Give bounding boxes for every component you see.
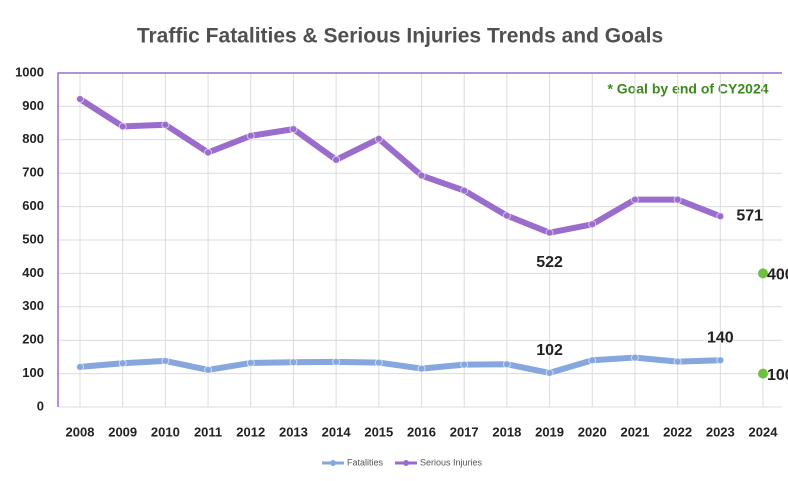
- point: [374, 358, 383, 367]
- point: [502, 211, 511, 220]
- data-label: 571: [736, 208, 763, 225]
- point: [588, 220, 597, 229]
- x-tick-label: 2024: [749, 424, 779, 439]
- point: [161, 356, 170, 365]
- point: [460, 186, 469, 195]
- y-tick-label: 400: [22, 265, 44, 280]
- point: [673, 357, 682, 366]
- x-tick-label: 2020: [578, 424, 607, 439]
- series-line: [78, 96, 722, 236]
- point: [289, 125, 298, 134]
- point: [332, 155, 341, 164]
- point: [76, 95, 84, 104]
- x-tick-label: 2022: [663, 424, 692, 439]
- plot-border: [57, 72, 782, 407]
- y-tick-label: 100: [22, 365, 44, 380]
- point: [417, 364, 426, 373]
- y-tick-label: 1000: [15, 64, 44, 79]
- x-tick-label: 2009: [108, 424, 137, 439]
- point: [545, 368, 554, 377]
- x-tick-label: 2010: [151, 424, 180, 439]
- x-tick-label: 2016: [407, 424, 436, 439]
- data-label: 522: [536, 254, 563, 271]
- chart-title: Traffic Fatalities & Serious Injuries Tr…: [137, 25, 663, 48]
- goal-label: 100: [767, 367, 788, 384]
- point: [630, 195, 639, 204]
- point: [204, 365, 213, 374]
- goal-point: [758, 268, 768, 279]
- series-line: [79, 354, 721, 376]
- point: [673, 195, 682, 204]
- point: [332, 357, 341, 366]
- x-tick-label: 2017: [450, 424, 479, 439]
- y-tick-label: 700: [22, 165, 44, 180]
- y-tick-label: 900: [22, 98, 44, 113]
- point: [502, 360, 511, 369]
- point: [161, 120, 170, 129]
- y-tick-label: 800: [22, 131, 44, 146]
- point: [588, 356, 597, 365]
- x-tick-label: 2023: [706, 424, 735, 439]
- legend-marker: [403, 460, 410, 466]
- x-tick-label: 2008: [66, 424, 95, 439]
- point: [460, 360, 469, 369]
- legend-label: Serious Injuries: [420, 457, 483, 467]
- data-label: 102: [536, 342, 563, 359]
- x-tick-label: 2019: [535, 424, 564, 439]
- point: [716, 356, 725, 365]
- y-tick-label: 500: [22, 231, 44, 246]
- y-tick-label: 300: [22, 298, 44, 313]
- point: [76, 362, 84, 371]
- x-tick-label: 2012: [236, 424, 265, 439]
- legend-label: Fatalities: [347, 457, 384, 467]
- x-tick-label: 2021: [620, 424, 649, 439]
- point: [716, 212, 725, 221]
- annotation: * Goal by end of CY2024: [607, 81, 768, 97]
- point: [545, 228, 554, 237]
- goal-point: [758, 368, 768, 379]
- legend-marker: [330, 460, 336, 466]
- point: [204, 148, 213, 157]
- y-tick-label: 0: [37, 398, 44, 413]
- data-label: 140: [707, 329, 734, 346]
- point: [289, 358, 298, 367]
- point: [374, 134, 383, 143]
- y-tick-label: 600: [22, 198, 44, 213]
- point: [630, 353, 639, 362]
- point: [118, 122, 127, 131]
- y-tick-label: 200: [22, 332, 44, 347]
- x-tick-label: 2018: [492, 424, 521, 439]
- x-tick-label: 2011: [194, 424, 222, 439]
- point: [246, 131, 255, 140]
- goal-label: 400: [767, 267, 788, 284]
- x-tick-label: 2015: [364, 424, 393, 439]
- x-tick-label: 2013: [279, 424, 308, 439]
- point: [417, 171, 426, 180]
- point: [118, 359, 127, 368]
- x-tick-label: 2014: [322, 424, 352, 439]
- point: [246, 358, 255, 367]
